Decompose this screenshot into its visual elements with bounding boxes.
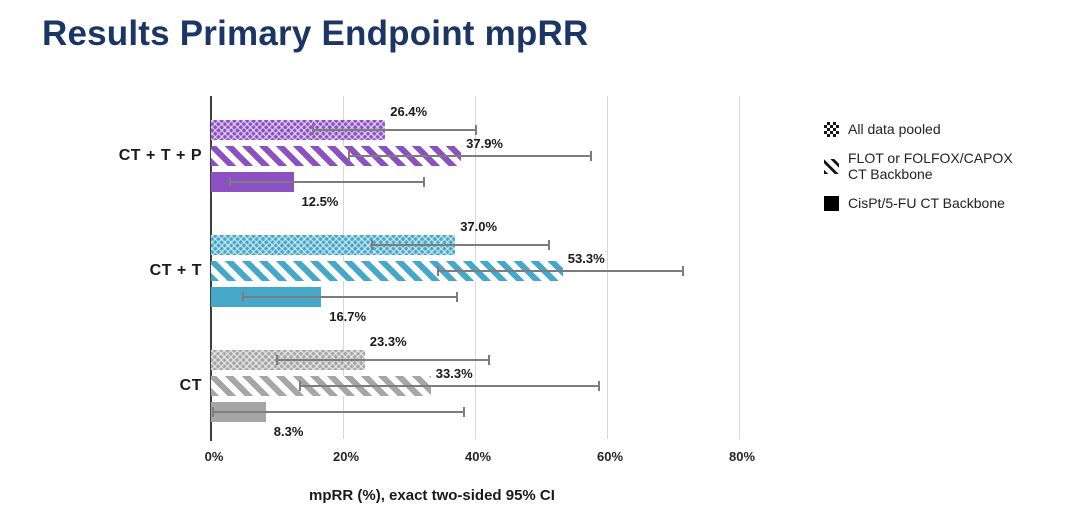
group-label-ct-t-p: CT + T + P	[118, 147, 202, 164]
bar-stripes	[211, 261, 563, 281]
group-label-ct-t: CT + T	[149, 262, 202, 279]
error-bar-cap-low	[437, 266, 440, 276]
error-bar-cap-high	[598, 381, 601, 391]
error-bar-cap-high	[463, 407, 466, 417]
value-label: 16.7%	[329, 309, 367, 324]
page-title: Results Primary Endpoint mpRR	[42, 14, 589, 53]
error-bar-cap-high	[547, 240, 550, 250]
group-label-ct: CT	[179, 377, 202, 394]
checker-pattern-swatch-icon	[824, 121, 839, 137]
value-label: 53.3%	[567, 251, 605, 266]
value-label: 37.0%	[460, 219, 498, 234]
legend: All data pooled FLOT or FOLFOX/CAPOX CT Ba…	[824, 121, 1074, 224]
value-label: 12.5%	[301, 194, 339, 209]
error-bar-cap-high	[488, 355, 491, 365]
gridline-80%	[739, 96, 740, 439]
value-label: 23.3%	[369, 334, 407, 349]
error-bar-cap-high	[422, 177, 425, 187]
legend-item: All data pooled	[824, 121, 1074, 137]
error-bar-cap-low	[212, 407, 215, 417]
x-tick-40%: 40%	[464, 449, 492, 464]
error-bar-cap-low	[298, 381, 301, 391]
error-bar-cap-high	[589, 151, 592, 161]
error-bar-line	[437, 270, 685, 272]
solid-pattern-swatch-icon	[824, 195, 839, 211]
x-tick-20%: 20%	[332, 449, 360, 464]
error-bar-cap-high	[455, 292, 458, 302]
value-label: 26.4%	[390, 104, 428, 119]
error-bar-cap-high	[474, 125, 477, 135]
legend-label: All data pooled	[848, 121, 941, 137]
x-tick-80%: 80%	[728, 449, 756, 464]
gridline-60%	[607, 96, 608, 439]
legend-item: FLOT or FOLFOX/CAPOX CT Backbone	[824, 150, 1074, 182]
error-bar-cap-low	[242, 292, 245, 302]
error-bar-line	[228, 181, 425, 183]
legend-item: CisPt/5-FU CT Backbone	[824, 195, 1074, 211]
legend-label: FLOT or FOLFOX/CAPOX CT Backbone	[848, 150, 1013, 182]
error-bar-line	[311, 129, 477, 131]
bar-stripes	[211, 146, 462, 166]
error-bar-cap-low	[347, 151, 350, 161]
legend-label: CisPt/5-FU CT Backbone	[848, 195, 1005, 211]
error-bar-line	[298, 385, 601, 387]
error-bar-cap-low	[276, 355, 279, 365]
error-bar-cap-low	[311, 125, 314, 135]
error-bar-line	[242, 296, 458, 298]
error-bar-line	[371, 244, 550, 246]
bar-checker	[211, 235, 456, 255]
x-tick-0%: 0%	[204, 449, 224, 464]
error-bar-line	[212, 411, 466, 413]
value-label: 33.3%	[435, 366, 473, 381]
x-axis-label: mpRR (%), exact two-sided 95% CI	[309, 487, 555, 504]
error-bar-cap-low	[371, 240, 374, 250]
x-tick-60%: 60%	[596, 449, 624, 464]
value-label: 8.3%	[273, 424, 304, 439]
error-bar-cap-high	[682, 266, 685, 276]
error-bar-line	[276, 359, 491, 361]
error-bar-cap-low	[228, 177, 231, 187]
error-bar-line	[347, 155, 592, 157]
bar-checker	[211, 120, 386, 140]
value-label: 37.9%	[466, 136, 503, 151]
stripes-pattern-swatch-icon	[824, 158, 839, 174]
